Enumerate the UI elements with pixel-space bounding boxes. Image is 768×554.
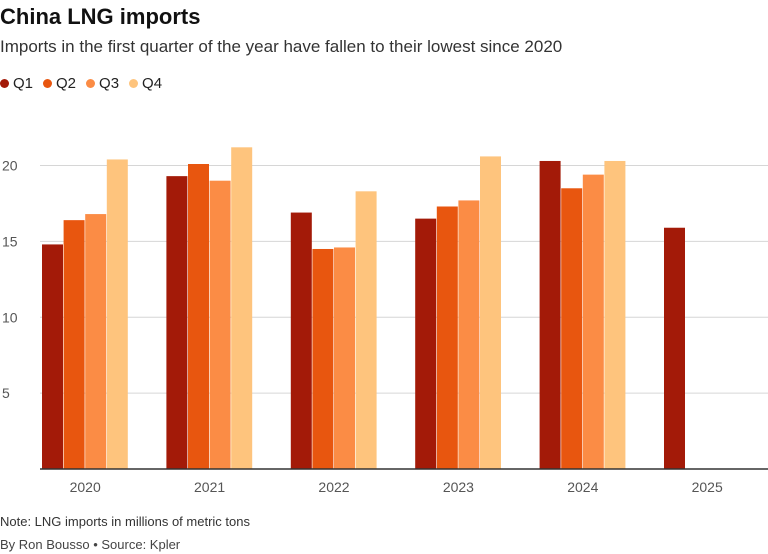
bar-2022-q1 (290, 212, 312, 470)
bar-2023-q4 (480, 156, 501, 469)
legend-label-q2: Q2 (56, 75, 77, 92)
bar-2022-q4 (355, 191, 377, 469)
legend-item-q3: Q3 (86, 75, 119, 92)
bar-2025-q1 (664, 227, 685, 469)
bar-2021-q1 (166, 176, 188, 469)
bar-2021-q4 (231, 147, 253, 469)
bar-2023-q2 (436, 206, 458, 469)
legend-label-q1: Q1 (13, 75, 34, 92)
y-tick-label-15: 15 (2, 233, 18, 249)
x-tick-label-2025: 2025 (692, 479, 723, 495)
legend-swatch-q2 (43, 79, 53, 88)
bar-2023-q1 (415, 218, 437, 469)
bar-2020-q3 (85, 214, 107, 469)
legend: Q1 Q2 Q3 Q4 (0, 75, 162, 92)
chart-credit: By Ron Bousso • Source: Kpler (0, 537, 181, 552)
bar-2020-q1 (42, 244, 63, 469)
legend-swatch-q1 (0, 79, 9, 88)
legend-item-q2: Q2 (43, 75, 76, 92)
x-tick-label-2022: 2022 (318, 479, 349, 495)
legend-label-q4: Q4 (142, 75, 163, 92)
x-tick-label-2023: 2023 (443, 479, 474, 495)
bar-2021-q3 (209, 180, 231, 469)
bar-2024-q3 (582, 174, 604, 469)
bar-2020-q4 (106, 159, 128, 469)
legend-item-q4: Q4 (129, 75, 162, 92)
bar-2024-q2 (561, 188, 583, 470)
y-tick-label-5: 5 (2, 385, 10, 401)
bar-2022-q2 (312, 248, 334, 469)
chart-subtitle: Imports in the first quarter of the year… (0, 37, 563, 56)
x-tick-label-2024: 2024 (567, 479, 598, 495)
y-tick-label-20: 20 (2, 158, 18, 174)
bar-2024-q4 (604, 160, 626, 469)
bar-2023-q3 (458, 200, 480, 469)
chart-note: Note: LNG imports in millions of metric … (0, 514, 250, 529)
bar-2021-q2 (188, 164, 209, 470)
x-tick-label-2021: 2021 (194, 479, 225, 495)
chart-title: China LNG imports (0, 4, 201, 29)
bar-2022-q3 (334, 247, 355, 469)
legend-label-q3: Q3 (99, 75, 120, 92)
legend-swatch-q4 (129, 79, 139, 88)
y-tick-label-10: 10 (2, 309, 18, 325)
legend-item-q1: Q1 (0, 75, 33, 92)
bar-2020-q2 (63, 220, 85, 469)
legend-swatch-q3 (86, 79, 96, 88)
bar-2024-q1 (539, 160, 561, 469)
x-tick-label-2020: 2020 (70, 479, 101, 495)
